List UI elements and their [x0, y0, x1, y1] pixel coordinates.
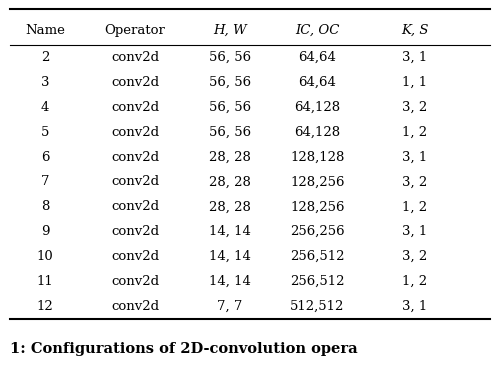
Text: 56, 56: 56, 56 [209, 76, 251, 89]
Text: 1, 2: 1, 2 [402, 126, 427, 139]
Text: 28, 28: 28, 28 [209, 176, 251, 188]
Text: conv2d: conv2d [111, 200, 159, 213]
Text: 56, 56: 56, 56 [209, 126, 251, 139]
Text: conv2d: conv2d [111, 126, 159, 139]
Text: 56, 56: 56, 56 [209, 51, 251, 64]
Text: 6: 6 [41, 151, 49, 164]
Text: conv2d: conv2d [111, 250, 159, 263]
Text: 3, 1: 3, 1 [402, 225, 427, 238]
Text: 2: 2 [41, 51, 49, 64]
Text: 64,128: 64,128 [294, 126, 341, 139]
Text: conv2d: conv2d [111, 101, 159, 114]
Text: 11: 11 [36, 275, 54, 288]
Text: Operator: Operator [104, 24, 166, 37]
Text: 5: 5 [41, 126, 49, 139]
Text: conv2d: conv2d [111, 151, 159, 164]
Text: 12: 12 [36, 300, 54, 313]
Text: 14, 14: 14, 14 [209, 275, 251, 288]
Text: Name: Name [25, 24, 65, 37]
Text: 64,64: 64,64 [298, 76, 337, 89]
Text: conv2d: conv2d [111, 275, 159, 288]
Text: 28, 28: 28, 28 [209, 200, 251, 213]
Text: H, W: H, W [213, 24, 247, 37]
Text: conv2d: conv2d [111, 225, 159, 238]
Text: 3, 2: 3, 2 [402, 101, 427, 114]
Text: 128,128: 128,128 [290, 151, 344, 164]
Text: K, S: K, S [401, 24, 429, 37]
Text: 1, 1: 1, 1 [402, 76, 427, 89]
Text: 14, 14: 14, 14 [209, 225, 251, 238]
Text: 3, 1: 3, 1 [402, 300, 427, 313]
Text: 7: 7 [41, 176, 49, 188]
Text: 1, 2: 1, 2 [402, 275, 427, 288]
Text: conv2d: conv2d [111, 76, 159, 89]
Text: 28, 28: 28, 28 [209, 151, 251, 164]
Text: 4: 4 [41, 101, 49, 114]
Text: 128,256: 128,256 [290, 176, 345, 188]
Text: conv2d: conv2d [111, 176, 159, 188]
Text: 10: 10 [36, 250, 54, 263]
Text: 8: 8 [41, 200, 49, 213]
Text: 128,256: 128,256 [290, 200, 345, 213]
Text: 3: 3 [41, 76, 49, 89]
Text: 1, 2: 1, 2 [402, 200, 427, 213]
Text: 3, 2: 3, 2 [402, 176, 427, 188]
Text: 512,512: 512,512 [290, 300, 344, 313]
Text: 3, 2: 3, 2 [402, 250, 427, 263]
Text: 9: 9 [41, 225, 49, 238]
Text: 256,512: 256,512 [290, 275, 345, 288]
Text: 3, 1: 3, 1 [402, 151, 427, 164]
Text: 64,64: 64,64 [298, 51, 337, 64]
Text: 64,128: 64,128 [294, 101, 341, 114]
Text: 256,512: 256,512 [290, 250, 345, 263]
Text: 14, 14: 14, 14 [209, 250, 251, 263]
Text: 7, 7: 7, 7 [218, 300, 242, 313]
Text: 56, 56: 56, 56 [209, 101, 251, 114]
Text: 3, 1: 3, 1 [402, 51, 427, 64]
Text: conv2d: conv2d [111, 51, 159, 64]
Text: conv2d: conv2d [111, 300, 159, 313]
Text: 256,256: 256,256 [290, 225, 345, 238]
Text: 1: Configurations of 2D-convolution opera: 1: Configurations of 2D-convolution oper… [10, 342, 358, 356]
Text: IC, OC: IC, OC [296, 24, 340, 37]
